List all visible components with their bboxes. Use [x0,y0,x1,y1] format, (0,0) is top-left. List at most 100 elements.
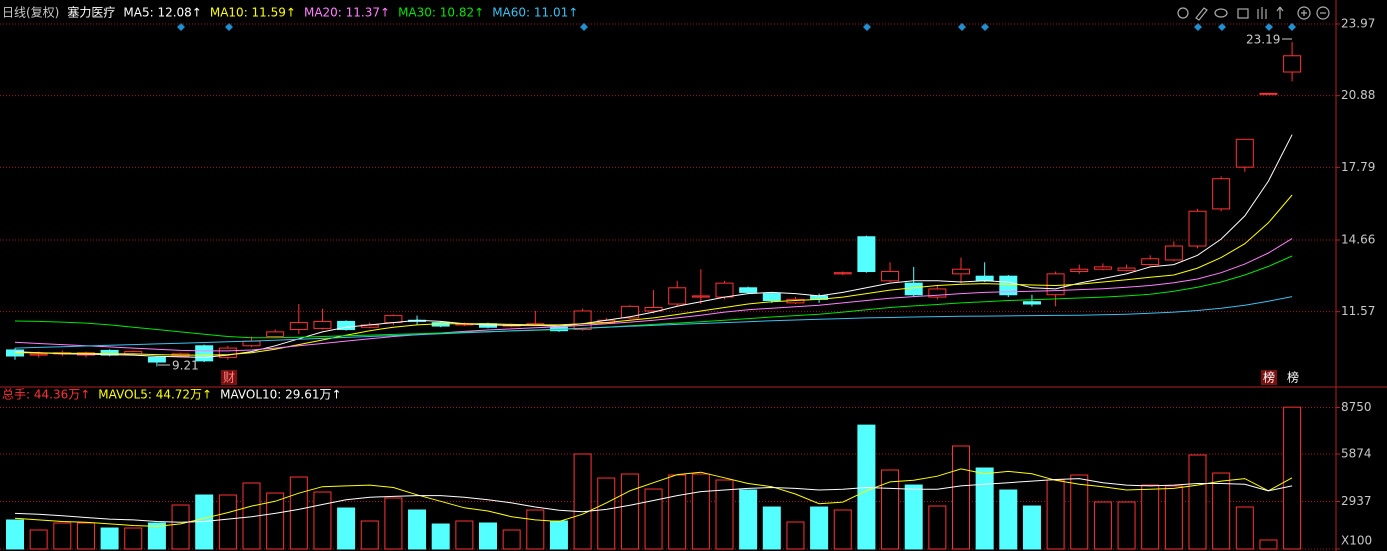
volume-bar [739,489,758,550]
box-icon[interactable] [1237,8,1249,19]
candle-body [313,320,332,329]
legend-entry: MA5: 12.08↑ [123,6,201,20]
candle-body [242,340,261,347]
volume-bar [455,520,474,550]
volume-bar [1212,472,1231,550]
ma-line [15,194,1293,356]
volume-bar [668,474,687,550]
candle-body [668,287,687,305]
volume-bar [1259,539,1278,550]
volume-bar [337,507,356,550]
volume-bar [810,506,829,550]
y-tick-label: 23.97 [1341,16,1375,30]
volume-bar [124,527,143,550]
volume-bar [313,491,332,550]
candle-body [975,275,994,282]
marker [958,23,966,31]
candle-body [1093,266,1112,270]
candle-body [739,287,758,293]
volume-bar [1235,506,1254,550]
zoom-in-plus[interactable] [1301,10,1307,16]
volume-bar [904,484,923,550]
y-tick-label: 17.79 [1341,160,1375,174]
candle-body [952,268,970,275]
marker [981,23,989,31]
volume-bar [620,473,639,550]
volume-bar [502,529,521,550]
candle-body [857,236,876,273]
toolbar [1177,6,1330,21]
candle-body [1117,267,1136,271]
volume-bar [218,494,237,550]
high-annotation: 23.19 [1246,33,1280,47]
zoom-out-icon[interactable] [1316,6,1330,20]
volume-bar [715,479,734,550]
ma-line [14,296,1293,349]
ma-line [14,478,1293,523]
volume-bar [479,522,497,550]
volume-bar [691,473,710,550]
candle-body [999,275,1018,296]
hand-icon[interactable] [1257,7,1267,19]
volume-bar [171,504,190,550]
ma-line [14,238,1293,352]
marker [580,23,588,31]
ma-line [14,468,1293,527]
candle-body [1022,301,1041,305]
volume-bar [431,523,450,550]
ma-line [14,255,1293,339]
candle-body [266,331,285,338]
marker [1194,23,1202,31]
candle-body [1046,273,1065,296]
volume-bar [1141,484,1160,550]
marker [225,23,233,31]
chart-subtitle: 塞力医疗 [67,5,115,20]
candle-body [928,288,947,298]
event-tag: 财 [223,371,235,385]
marker [1288,23,1296,31]
zoom-in-icon[interactable] [1297,6,1311,20]
legend-entry: MA10: 11.59↑ [210,6,296,20]
legend-entry: MAVOL10: 29.61万↑ [220,388,341,402]
candle-body [29,353,48,356]
marker [1265,23,1273,31]
volume-bar [975,467,994,550]
volume-bar [952,445,970,550]
draw-icon[interactable] [1195,7,1208,21]
candle-body [715,282,734,298]
event-tag: 榜 [1263,370,1275,385]
settings-icon[interactable] [1177,7,1189,19]
candle-body [1259,92,1278,95]
legend-entry: MA20: 11.37↑ [304,6,390,20]
low-annotation: 9.21 [172,359,199,373]
candle-body [195,345,214,362]
legend-entry: MA30: 10.82↑ [398,6,484,20]
candle-body [881,271,900,282]
volume-bar [266,492,285,550]
y-tick-label: 20.88 [1341,88,1375,102]
volume-bar [597,477,616,550]
event-markers [177,23,1296,31]
candle-body [1283,55,1302,73]
volume-bar [833,509,852,550]
volume-bar [289,476,308,550]
arrow-icon[interactable] [1276,6,1284,19]
volume-bar [928,505,947,550]
y-tick-label: 2937 [1341,494,1372,508]
tag-bg [1261,370,1277,385]
y-tick-label: 5874 [1341,447,1372,461]
candle-body [573,310,592,331]
volume-bar [53,522,72,550]
candle-body [1141,258,1160,266]
volume-bar [1046,479,1065,550]
volume-bar [408,509,427,550]
view-icon[interactable] [1214,8,1228,18]
volume-bar [644,488,663,550]
event-tag: 榜 [1287,370,1299,385]
marker [1218,23,1226,31]
candle-body [1164,245,1183,261]
legend-entry: MAVOL5: 44.72万↑ [98,388,212,402]
